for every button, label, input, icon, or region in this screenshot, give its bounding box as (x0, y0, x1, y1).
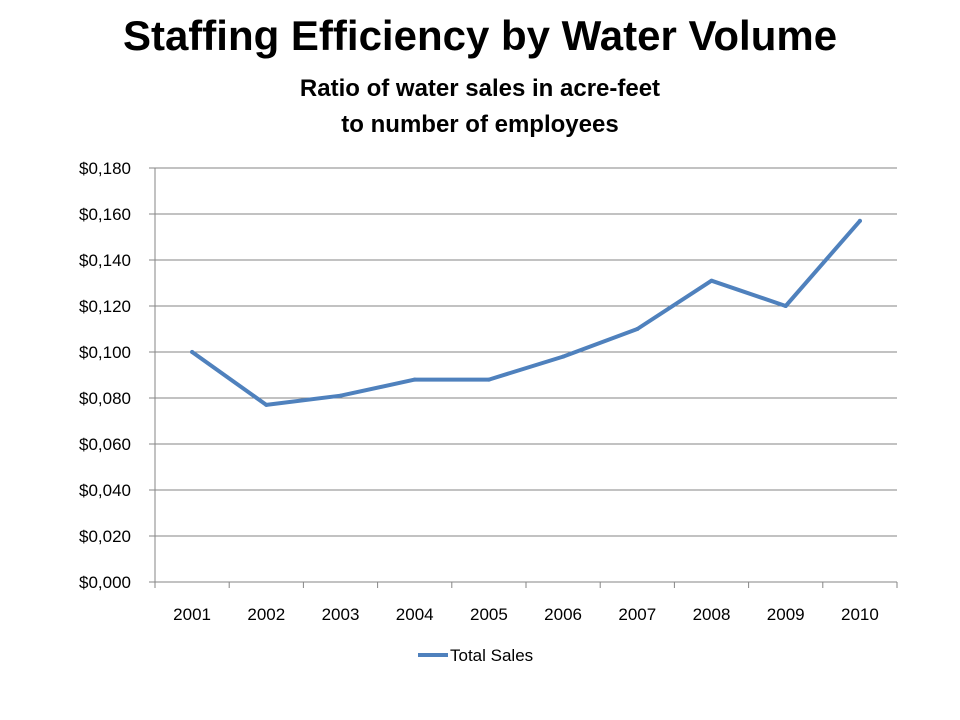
data-point (412, 377, 417, 382)
chart-subtitle-line-2: to number of employees (341, 111, 619, 138)
x-tick-label: 2010 (841, 605, 879, 624)
data-point (486, 377, 491, 382)
y-tick-label: $0,100 (79, 343, 131, 362)
y-tick-label: $0,120 (79, 297, 131, 316)
y-tick-label: $0,180 (79, 159, 131, 178)
data-point (561, 354, 566, 359)
data-point (264, 402, 269, 407)
y-tick-label: $0,140 (79, 251, 131, 270)
x-tick-label: 2002 (247, 605, 285, 624)
x-tick-label: 2007 (618, 605, 656, 624)
x-tick-label: 2009 (767, 605, 805, 624)
data-point (857, 218, 862, 223)
chart-subtitle-line-1: Ratio of water sales in acre-feet (299, 75, 661, 102)
y-tick-label: $0,040 (79, 481, 131, 500)
y-tick-label: $0,000 (79, 573, 131, 592)
x-tick-label: 2004 (396, 605, 434, 624)
y-tick-label: $0,080 (79, 389, 131, 408)
x-tick-label: 2003 (322, 605, 360, 624)
data-point (338, 393, 343, 398)
y-tick-label: $0,060 (79, 435, 131, 454)
data-point (709, 278, 714, 283)
data-point (190, 350, 195, 354)
chart-title: Staffing Efficiency by Water Volume (122, 12, 838, 59)
x-tick-label: 2001 (173, 605, 211, 624)
y-tick-label: $0,160 (79, 205, 131, 224)
x-tick-label: 2005 (470, 605, 508, 624)
x-tick-label: 2006 (544, 605, 582, 624)
x-tick-label: 2008 (693, 605, 731, 624)
data-point (783, 304, 788, 308)
legend-label: Total Sales (450, 646, 533, 665)
y-tick-label: $0,020 (79, 527, 131, 546)
series-line-total-sales (190, 218, 862, 407)
data-point (635, 327, 640, 331)
